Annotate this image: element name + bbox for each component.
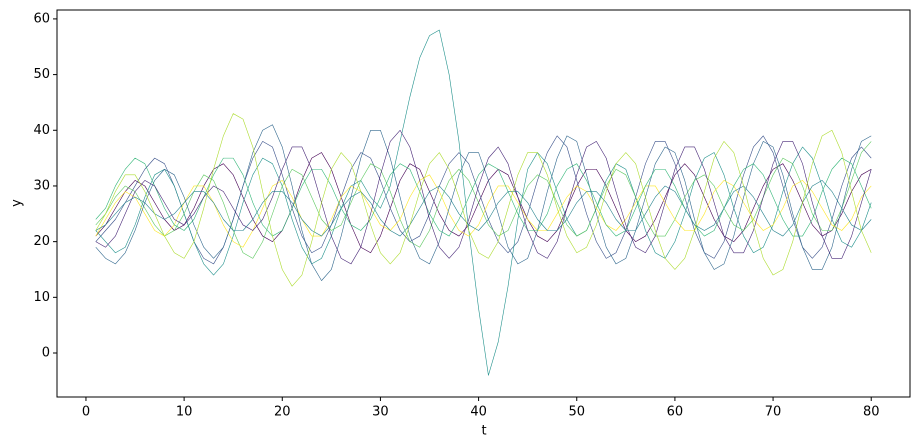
y-axis-label: y <box>10 199 25 207</box>
x-tick-label: 60 <box>667 405 684 420</box>
series-line <box>95 180 872 237</box>
y-tick-label: 0 <box>42 346 50 361</box>
x-tick-label: 30 <box>372 405 389 420</box>
series-line <box>95 113 872 287</box>
y-tick-label: 10 <box>33 290 50 305</box>
y-tick-label: 40 <box>33 123 50 138</box>
series-line <box>95 124 872 281</box>
x-tick-label: 40 <box>470 405 487 420</box>
series-line <box>95 157 872 237</box>
y-tick-label: 30 <box>33 178 50 193</box>
series-line <box>95 29 872 376</box>
x-tick-label: 50 <box>568 405 585 420</box>
x-tick-label: 70 <box>765 405 782 420</box>
series-line <box>95 152 872 254</box>
series-line <box>95 174 872 248</box>
plot-frame <box>56 9 911 398</box>
y-tick-label: 60 <box>33 11 50 26</box>
x-axis-label: t <box>481 424 486 439</box>
x-tick-label: 0 <box>82 405 90 420</box>
y-tick-label: 50 <box>33 67 50 82</box>
x-tick-label: 10 <box>176 405 193 420</box>
x-tick-label: 80 <box>863 405 880 420</box>
series-line <box>95 129 872 265</box>
x-tick-label: 20 <box>274 405 291 420</box>
y-tick-label: 20 <box>33 234 50 249</box>
